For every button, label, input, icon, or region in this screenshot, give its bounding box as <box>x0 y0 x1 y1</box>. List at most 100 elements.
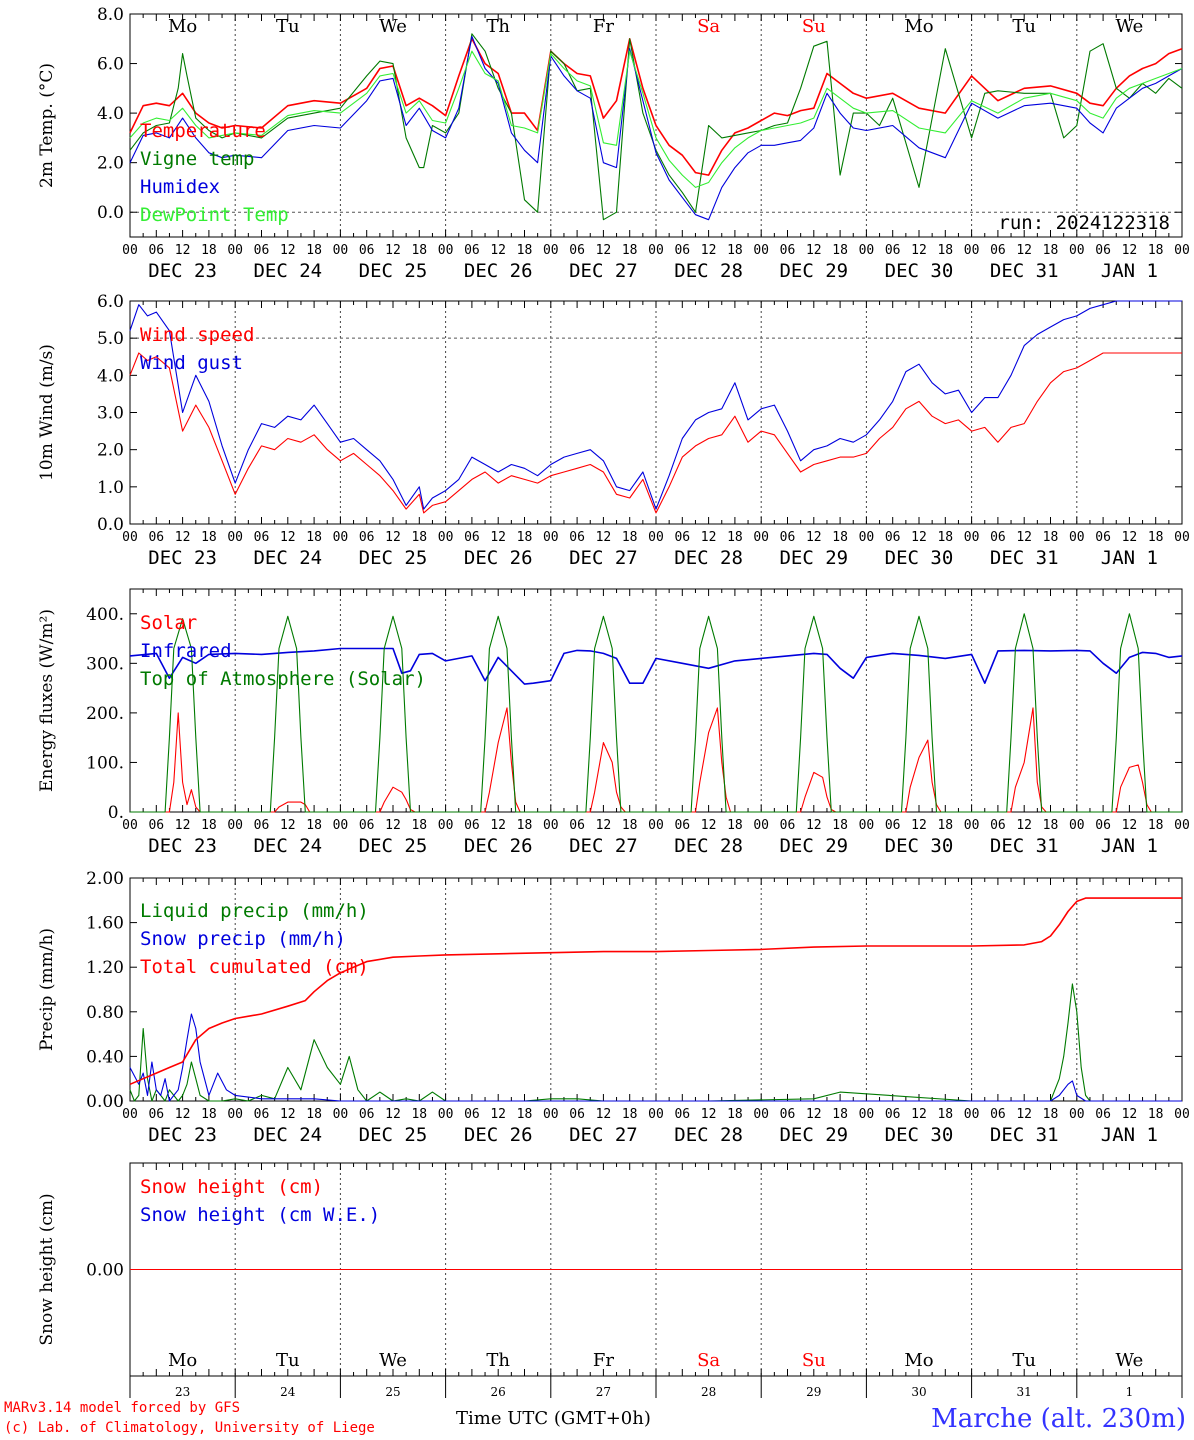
hour-label: 18 <box>201 818 217 833</box>
run-label: run: 2024122318 <box>998 212 1170 234</box>
weekday-label: Sa <box>697 1350 720 1371</box>
lab-credit: (c) Lab. of Climatology, University of L… <box>4 1420 375 1436</box>
hour-label: 06 <box>148 1107 164 1122</box>
hour-label: 18 <box>937 243 953 258</box>
y-tick-label: 6.0 <box>97 55 124 75</box>
legend-entry: Solar <box>140 612 197 634</box>
hour-label: 06 <box>885 1107 901 1122</box>
hour-label: 18 <box>517 1107 533 1122</box>
date-label: DEC 26 <box>464 260 533 282</box>
day-number: 30 <box>911 1385 926 1399</box>
hour-label: 06 <box>1095 243 1111 258</box>
y-tick-label: 1.0 <box>97 478 124 498</box>
hour-label: 18 <box>832 1107 848 1122</box>
hour-label: 12 <box>806 818 822 833</box>
hour-label: 18 <box>727 818 743 833</box>
hour-label: 18 <box>832 530 848 545</box>
y-axis-label: Snow height (cm) <box>37 1193 57 1345</box>
date-label: DEC 26 <box>464 835 533 857</box>
hour-label: 06 <box>885 530 901 545</box>
x-axis-title: Time UTC (GMT+0h) <box>456 1408 651 1429</box>
hour-label: 00 <box>1069 818 1085 833</box>
date-label: DEC 28 <box>674 835 743 857</box>
weekday-label: We <box>379 1350 407 1371</box>
hour-label: 06 <box>359 1107 375 1122</box>
legend-entry: Vigne temp <box>140 148 254 170</box>
hour-label: 18 <box>201 243 217 258</box>
hour-label: 18 <box>1043 530 1059 545</box>
hour-label: 06 <box>464 818 480 833</box>
series-line <box>129 897 1182 1086</box>
station-name: Marche (alt. 230m) <box>931 1404 1186 1434</box>
date-label: DEC 24 <box>253 835 322 857</box>
hour-label: 00 <box>227 243 243 258</box>
hour-label: 00 <box>753 530 769 545</box>
hour-label: 18 <box>411 1107 427 1122</box>
series-line <box>129 352 1182 514</box>
y-tick-label: 100. <box>86 753 124 773</box>
weekday-label: Mo <box>168 16 197 37</box>
hour-label: 12 <box>280 1107 296 1122</box>
hour-label: 18 <box>937 530 953 545</box>
hour-label: 18 <box>622 243 638 258</box>
hour-label: 12 <box>490 243 506 258</box>
hour-label: 06 <box>359 530 375 545</box>
legend-entry: Snow precip (mm/h) <box>140 928 346 950</box>
date-label: DEC 25 <box>359 1124 428 1146</box>
hour-label: 00 <box>859 243 875 258</box>
legend-entry: Humidex <box>140 176 220 198</box>
hour-label: 00 <box>333 530 349 545</box>
hour-label: 06 <box>990 530 1006 545</box>
hour-label: 00 <box>543 1107 559 1122</box>
hour-label: 00 <box>1174 1107 1190 1122</box>
hour-label: 06 <box>569 243 585 258</box>
hour-label: 06 <box>990 1107 1006 1122</box>
hour-label: 18 <box>727 1107 743 1122</box>
legend-entry: Temperature <box>140 120 266 142</box>
hour-label: 00 <box>122 243 138 258</box>
hour-label: 06 <box>464 243 480 258</box>
weekday-label: Sa <box>697 16 720 37</box>
hour-label: 12 <box>490 530 506 545</box>
hour-label: 12 <box>1122 818 1138 833</box>
day-number: 26 <box>491 1385 506 1399</box>
hour-label: 18 <box>1043 818 1059 833</box>
date-label: DEC 30 <box>885 1124 954 1146</box>
panel-3: 0. 100. 200. 300. 400. Energy fluxes (W/m²) So… <box>37 588 1190 857</box>
weekday-label: We <box>1116 16 1144 37</box>
hour-label: 00 <box>753 818 769 833</box>
hour-label: 12 <box>701 530 717 545</box>
hour-label: 00 <box>648 1107 664 1122</box>
hour-label: 12 <box>1016 243 1032 258</box>
hour-label: 12 <box>596 1107 612 1122</box>
y-tick-label: 300. <box>86 654 124 674</box>
legend-entry: DewPoint Temp <box>140 204 289 226</box>
hour-label: 00 <box>648 243 664 258</box>
hour-label: 00 <box>333 1107 349 1122</box>
y-tick-label: 200. <box>86 704 124 724</box>
hour-label: 18 <box>201 530 217 545</box>
weekday-label: Tu <box>1012 1350 1036 1371</box>
hour-label: 00 <box>859 530 875 545</box>
date-label: DEC 26 <box>464 1124 533 1146</box>
legend-entry: Wind gust <box>140 352 243 374</box>
model-credit: MARv3.14 model forced by GFS <box>4 1400 241 1416</box>
hour-label: 18 <box>1148 243 1164 258</box>
hour-label: 00 <box>227 818 243 833</box>
hour-label: 18 <box>727 530 743 545</box>
date-label: DEC 29 <box>779 547 848 569</box>
y-tick-label: 5.0 <box>97 329 124 349</box>
hour-label: 00 <box>438 243 454 258</box>
weekday-label: Su <box>802 16 826 37</box>
hour-label: 12 <box>280 530 296 545</box>
day-number: 24 <box>280 1385 296 1399</box>
hour-label: 06 <box>254 530 270 545</box>
y-tick-label: 2.0 <box>97 441 124 461</box>
date-label: DEC 30 <box>885 547 954 569</box>
date-label: DEC 25 <box>359 835 428 857</box>
day-number: 31 <box>1017 1385 1032 1399</box>
date-label: JAN 1 <box>1101 835 1158 857</box>
hour-label: 00 <box>1174 530 1190 545</box>
footer: MARv3.14 model forced by GFS (c) Lab. of… <box>0 1400 1194 1440</box>
date-label: DEC 23 <box>148 547 217 569</box>
